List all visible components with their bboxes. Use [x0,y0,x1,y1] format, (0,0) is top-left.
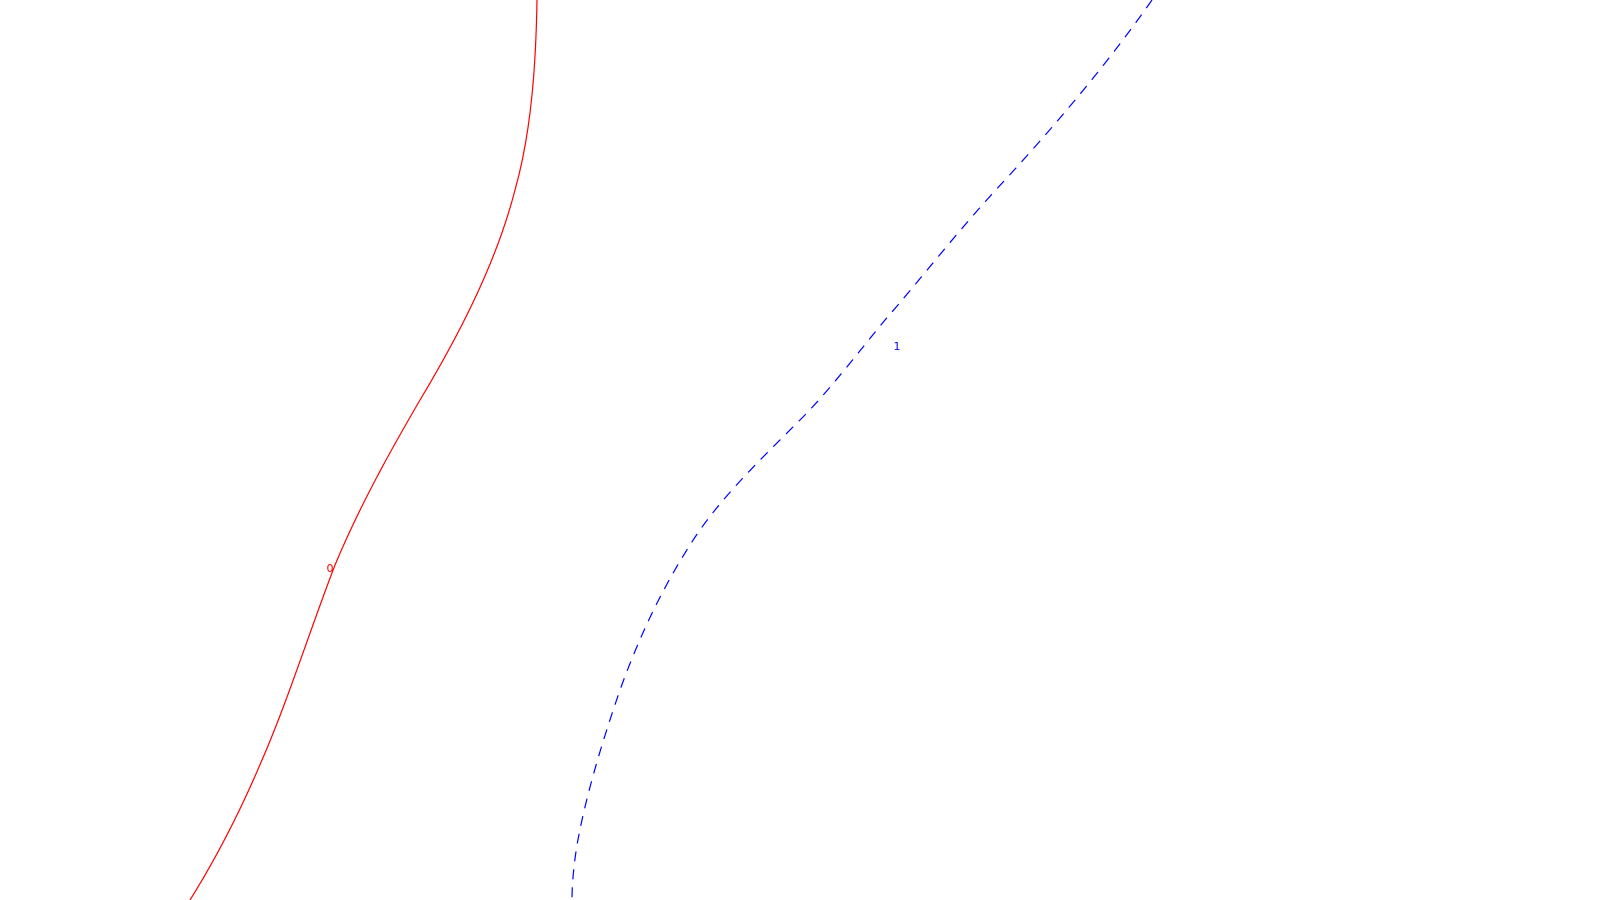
contour-1: 1 [571,0,1153,900]
contour-0: 0 [189,0,538,900]
contour-line-0 [189,0,538,900]
contour-label-1: 1 [894,340,901,353]
contour-label-0: 0 [327,562,334,575]
contour-line-1 [571,0,1153,900]
